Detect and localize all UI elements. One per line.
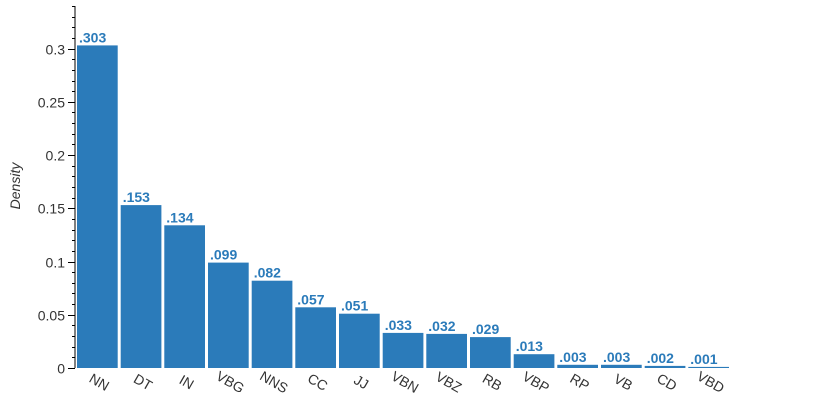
x-tick-label: RP [567, 370, 592, 394]
bar-vbd [688, 366, 729, 368]
y-tick-label: 0.1 [46, 255, 66, 271]
data-label: .029 [472, 321, 499, 337]
data-label: .002 [647, 350, 674, 366]
x-tick-label: VBD [694, 368, 727, 396]
bar-rp [557, 364, 598, 368]
x-tick-label: VBN [389, 368, 422, 396]
data-label: .013 [516, 338, 543, 354]
data-label: .032 [428, 318, 455, 334]
x-tick-label: IN [177, 371, 197, 392]
bar-vbg [208, 262, 249, 368]
bar-vbp [513, 354, 555, 368]
data-label: .082 [254, 265, 281, 281]
data-label: .057 [297, 291, 324, 307]
x-tick-label: VBG [214, 368, 248, 397]
bars-group: .303 .153 .134 .099 .082 .057 .051 .033 .032 .029… [77, 29, 729, 369]
y-tick-label: 0.05 [38, 308, 65, 324]
bar-nn [77, 45, 118, 369]
data-label: .051 [341, 298, 368, 314]
data-label: .003 [559, 349, 586, 365]
bar-vbz [426, 333, 467, 368]
x-tick-label: VB [611, 370, 635, 393]
data-label: .001 [690, 351, 717, 367]
x-tick-label: NNS [257, 368, 291, 397]
bar-jj [339, 313, 380, 368]
bar-dt [120, 205, 162, 368]
y-tick-label: 0.25 [38, 95, 65, 111]
data-label: .153 [123, 189, 150, 205]
y-tick-label: 0.3 [46, 42, 66, 58]
data-label: .099 [210, 247, 237, 263]
y-axis: 0 0.05 0.1 0.15 0.2 0.25 0.3 [38, 6, 76, 377]
x-tick-label: DT [131, 370, 156, 393]
x-tick-label: VBP [520, 368, 552, 396]
bar-rb [470, 337, 511, 368]
data-label: .033 [385, 317, 412, 333]
x-tick-label: RB [480, 370, 505, 394]
bar-cc [295, 307, 336, 368]
x-tick-label: CC [305, 370, 331, 394]
data-label: .134 [166, 209, 193, 225]
x-tick-label: CD [654, 370, 680, 394]
x-tick-label: JJ [351, 371, 371, 392]
y-tick-label: 0.2 [46, 148, 66, 164]
data-label: .003 [603, 349, 630, 365]
x-tick-label: VBZ [433, 368, 465, 396]
y-axis-label: Density [7, 162, 23, 210]
y-tick-label: 0 [57, 361, 65, 377]
bar-in [164, 225, 205, 368]
bar-vbn [382, 332, 424, 368]
bar-cd [644, 365, 686, 368]
data-label: .303 [79, 29, 106, 45]
bar-vb [601, 364, 642, 368]
y-tick-label: 0.15 [38, 201, 65, 217]
x-tick-label: NN [87, 370, 113, 394]
x-axis: NN DT IN VBG NNS CC JJ VBN VBZ RB VBP RP VB CD VBD [87, 368, 728, 397]
bar-nns [251, 280, 293, 368]
